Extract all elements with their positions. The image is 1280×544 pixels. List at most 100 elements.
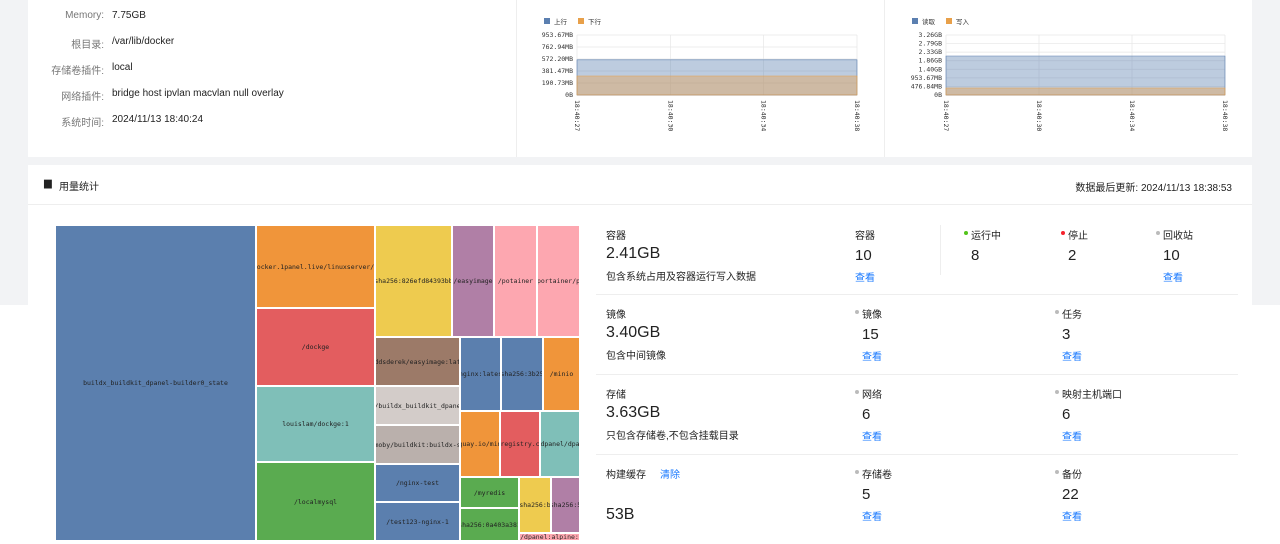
info-value: 7.75GB [112, 10, 146, 21]
y-tick-label: 1.40GB [919, 65, 943, 73]
info-label: Memory: [65, 10, 104, 21]
item-label: 任务 [1062, 310, 1082, 321]
item-label: 运行中 [971, 231, 1001, 242]
charts: 上行 下行 0B 190.73MB 381.47MB 572.20MB 762.94MB 95… [542, 17, 1229, 131]
treemap-cell: louislam/dockge:1 [256, 386, 375, 462]
treemap-cell: /myredis [460, 477, 519, 508]
y-tick-label: 0B [934, 91, 942, 99]
divider [516, 0, 517, 157]
item-label: 镜像 [862, 310, 882, 321]
item-value: 3 [1062, 326, 1071, 343]
stat-title: 存储 [606, 390, 626, 401]
info-value: /var/lib/docker [112, 36, 175, 47]
item-value: 6 [1062, 406, 1071, 423]
legend-label: 下行 [588, 17, 602, 26]
divider [28, 204, 1252, 205]
status-dot [1156, 231, 1160, 235]
item-value: 15 [862, 326, 879, 343]
stat-desc: 包含中间镜像 [606, 351, 666, 362]
status-dot [855, 470, 859, 474]
treemap-cell: portainer/p [537, 225, 580, 337]
info-label: 系统时间: [61, 118, 104, 129]
x-tick-label: 18:40:30 [1035, 100, 1043, 131]
y-tick-label: 572.20MB [542, 55, 573, 63]
view-link[interactable]: 查看 [862, 512, 882, 523]
treemap-cell: /dockge [256, 308, 375, 386]
view-link[interactable]: 查看 [862, 432, 882, 443]
info-value: 2024/11/13 18:40:24 [112, 114, 204, 125]
treemap-cell: /localmysql [256, 462, 375, 541]
view-link[interactable]: 查看 [855, 273, 875, 284]
x-tick-label: 18:40:34 [1128, 100, 1136, 131]
treemap-cell: sha256:0a403a381 [460, 508, 519, 541]
treemap-cell: buildx_buildkit_dpanel-builder0_state [55, 225, 256, 541]
treemap-cell: /buildx_buildkit_dpane [375, 386, 460, 425]
area [945, 87, 1226, 96]
y-tick-label: 0B [565, 91, 573, 99]
info-label: 网络插件: [61, 92, 104, 103]
treemap-cell: /potainer [494, 225, 537, 337]
stat-title: 构建缓存 [606, 470, 646, 481]
view-link[interactable]: 查看 [1062, 512, 1082, 523]
divider [884, 0, 885, 157]
info-value: bridge host ipvlan macvlan null overlay [112, 88, 284, 99]
info-label: 根目录: [71, 40, 104, 51]
row-divider [596, 374, 1238, 375]
treemap-cell: moby/buildkit:buildx-s [375, 425, 460, 464]
treemap-cell: nginx:lates [460, 337, 501, 411]
status-dot [964, 231, 968, 235]
y-tick-label: 190.73MB [542, 79, 573, 87]
y-tick-label: 2.33GB [919, 48, 943, 56]
legend-swatch [544, 18, 550, 24]
y-tick-label: 3.26GB [919, 31, 943, 39]
item-label: 回收站 [1163, 231, 1193, 242]
treemap-cell: sha256:b [519, 477, 551, 533]
row-divider [596, 294, 1238, 295]
x-tick-label: 18:40:34 [760, 100, 768, 131]
item-label: 存储卷 [862, 470, 892, 481]
info-label: 存储卷插件: [51, 66, 104, 77]
chart-icon: ▆ [44, 178, 52, 189]
treemap-cell: /test123-nginx-1 [375, 502, 460, 541]
section-title: 用量统计 [59, 182, 99, 193]
view-link[interactable]: 查看 [1163, 273, 1183, 284]
item-label: 容器 [855, 231, 875, 242]
stat-desc: 包含系统占用及容器运行写入数据 [606, 272, 756, 283]
stat-title: 镜像 [606, 310, 626, 321]
item-label: 停止 [1068, 231, 1088, 242]
item-label: 映射主机端口 [1062, 390, 1122, 401]
status-dot [1055, 390, 1059, 394]
x-tick-label: 18:40:30 [666, 100, 674, 131]
treemap-cell: sha256:3b25 [501, 337, 543, 411]
treemap-cell: dpanel/dpa [540, 411, 580, 477]
x-tick-label: 18:40:38 [853, 100, 861, 131]
info-card [28, 0, 1252, 157]
y-tick-label: 953.67MB [911, 74, 942, 82]
item-value: 8 [971, 247, 980, 264]
item-value: 10 [1163, 247, 1180, 264]
item-value: 2 [1068, 247, 1077, 264]
stat-size: 3.40GB [606, 324, 661, 341]
x-tick-label: 18:40:27 [942, 100, 950, 131]
y-tick-label: 476.84MB [911, 82, 942, 90]
treemap-cell: /easyimage [452, 225, 494, 337]
treemap-cell: sha256:826efd84393bb [375, 225, 452, 337]
x-tick-label: 18:40:38 [1221, 100, 1229, 131]
view-link[interactable]: 查看 [862, 352, 882, 363]
view-link[interactable]: 查看 [1062, 432, 1082, 443]
treemap-cell: /nginx-test [375, 464, 460, 502]
clear-link[interactable]: 清除 [660, 470, 680, 481]
updated-time: 数据最后更新: 2024/11/13 18:38:53 [1075, 183, 1232, 194]
stat-size: 3.63GB [606, 404, 661, 421]
divider [940, 225, 941, 275]
info-value: local [112, 62, 133, 73]
treemap-cell: ddsderek/easyimage:lat [375, 337, 460, 386]
treemap-cell: registry.c [500, 411, 540, 477]
treemap-cell: docker.1panel.live/linuxserver/c [256, 225, 375, 308]
stat-desc: 只包含存储卷,不包含挂载目录 [606, 431, 739, 442]
treemap-cell: /dpanel:alpine: [519, 533, 580, 541]
status-dot [1055, 470, 1059, 474]
stat-size: 53B [606, 506, 635, 523]
status-dot [1055, 310, 1059, 314]
view-link[interactable]: 查看 [1062, 352, 1082, 363]
